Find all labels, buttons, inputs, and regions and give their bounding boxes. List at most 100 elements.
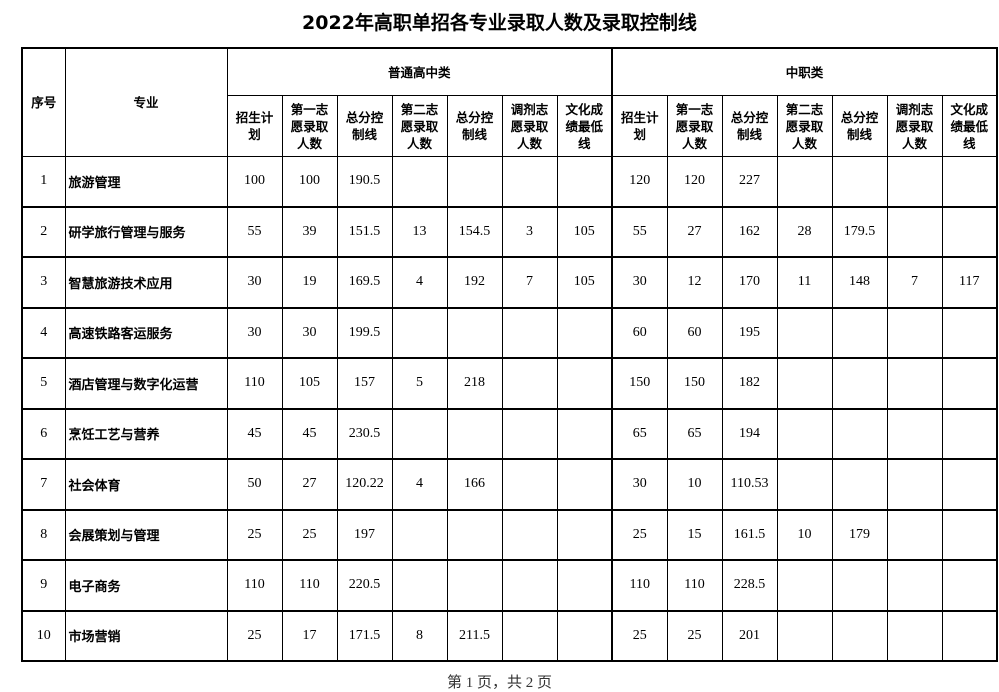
cell-major: 酒店管理与数字化运营: [64, 357, 228, 409]
cell-general-total-line-2: [446, 408, 503, 460]
cell-general-first-choice: 17: [281, 610, 338, 662]
cell-vocational-first-choice: 12: [666, 256, 723, 308]
table-row: 10 市场营销 25 17 171.5 8 211.5 25 25 201: [21, 610, 998, 662]
cell-seq: 8: [21, 509, 66, 561]
cell-general-total-line-1: 199.5: [336, 307, 393, 359]
cell-vocational-culture-min: [941, 610, 998, 662]
cell-vocational-first-choice: 10: [666, 458, 723, 510]
cell-general-adjusted: [501, 458, 558, 510]
cell-vocational-total-line-2: 179: [831, 509, 888, 561]
cell-major: 智慧旅游技术应用: [64, 256, 228, 308]
cell-general-adjusted: 7: [501, 256, 558, 308]
cell-vocational-plan: 60: [611, 307, 668, 359]
cell-vocational-total-line-2: [831, 610, 888, 662]
header-total-line-1: 总分控制线: [336, 95, 393, 157]
header-total-line-2: 总分控制线: [446, 95, 503, 157]
cell-vocational-culture-min: [941, 509, 998, 561]
cell-general-plan: 110: [226, 559, 283, 611]
cell-vocational-total-line-1: 162: [721, 206, 778, 258]
table-row: 3 智慧旅游技术应用 30 19 169.5 4 192 7 105 30 12 170 11 148 7 1…: [21, 256, 998, 308]
cell-seq: 4: [21, 307, 66, 359]
header-adjusted: 调剂志愿录取人数: [501, 95, 558, 157]
admission-table: 序号 专业 普通高中类 中职类 招生计划 第一志愿录取人数 总分控制线 第二志愿录取人…: [21, 47, 999, 662]
cell-vocational-plan: 25: [611, 610, 668, 662]
cell-vocational-total-line-1: 110.53: [721, 458, 778, 510]
header-seq: 序号: [21, 47, 66, 157]
cell-seq: 5: [21, 357, 66, 409]
cell-vocational-total-line-1: 227: [721, 156, 778, 207]
cell-general-total-line-2: [446, 156, 503, 207]
cell-vocational-second-choice: 11: [776, 256, 833, 308]
cell-vocational-first-choice: 15: [666, 509, 723, 561]
page-title: 2022年高职单招各专业录取人数及录取控制线: [302, 12, 697, 34]
cell-major: 电子商务: [64, 559, 228, 611]
cell-general-adjusted: [501, 610, 558, 662]
table-row: 4 高速铁路客运服务 30 30 199.5 60 60 195: [21, 307, 998, 359]
cell-vocational-culture-min: [941, 156, 998, 207]
cell-general-culture-min: [556, 509, 613, 561]
cell-vocational-total-line-2: [831, 156, 888, 207]
cell-vocational-culture-min: [941, 357, 998, 409]
cell-vocational-second-choice: [776, 610, 833, 662]
cell-vocational-second-choice: [776, 408, 833, 460]
cell-vocational-second-choice: [776, 156, 833, 207]
cell-general-culture-min: [556, 610, 613, 662]
header-first-choice: 第一志愿录取人数: [281, 95, 338, 157]
cell-vocational-plan: 55: [611, 206, 668, 258]
cell-general-first-choice: 105: [281, 357, 338, 409]
table-row: 2 研学旅行管理与服务 55 39 151.5 13 154.5 3 105 55 27 162 28 1…: [21, 206, 998, 258]
cell-vocational-plan: 25: [611, 509, 668, 561]
cell-general-plan: 30: [226, 307, 283, 359]
cell-major: 市场营销: [64, 610, 228, 662]
cell-seq: 7: [21, 458, 66, 510]
cell-seq: 6: [21, 408, 66, 460]
cell-general-total-line-1: 197: [336, 509, 393, 561]
cell-vocational-first-choice: 65: [666, 408, 723, 460]
cell-general-second-choice: 4: [391, 256, 448, 308]
cell-general-plan: 100: [226, 156, 283, 207]
cell-vocational-second-choice: 28: [776, 206, 833, 258]
cell-vocational-culture-min: [941, 458, 998, 510]
cell-general-adjusted: [501, 357, 558, 409]
cell-vocational-total-line-1: 194: [721, 408, 778, 460]
cell-general-culture-min: [556, 559, 613, 611]
cell-general-total-line-2: 211.5: [446, 610, 503, 662]
cell-general-total-line-1: 151.5: [336, 206, 393, 258]
cell-vocational-total-line-2: [831, 559, 888, 611]
cell-vocational-culture-min: [941, 559, 998, 611]
cell-vocational-plan: 30: [611, 256, 668, 308]
cell-vocational-first-choice: 60: [666, 307, 723, 359]
table-row: 9 电子商务 110 110 220.5 110 110 228.5: [21, 559, 998, 611]
cell-vocational-total-line-2: [831, 307, 888, 359]
cell-major: 旅游管理: [64, 156, 228, 207]
cell-vocational-adjusted: [886, 156, 943, 207]
cell-general-total-line-2: [446, 509, 503, 561]
cell-general-first-choice: 39: [281, 206, 338, 258]
cell-vocational-total-line-1: 182: [721, 357, 778, 409]
header-culture-min: 文化成绩最低线: [556, 95, 613, 157]
page-number: 第 1 页，共 2 页: [446, 675, 552, 691]
cell-general-total-line-1: 171.5: [336, 610, 393, 662]
cell-general-plan: 110: [226, 357, 283, 409]
cell-general-first-choice: 100: [281, 156, 338, 207]
cell-general-adjusted: [501, 408, 558, 460]
cell-vocational-total-line-1: 161.5: [721, 509, 778, 561]
cell-vocational-total-line-1: 195: [721, 307, 778, 359]
cell-vocational-second-choice: 10: [776, 509, 833, 561]
cell-vocational-first-choice: 27: [666, 206, 723, 258]
header-group-general: 普通高中类: [226, 47, 613, 96]
cell-major: 研学旅行管理与服务: [64, 206, 228, 258]
cell-general-first-choice: 25: [281, 509, 338, 561]
cell-general-first-choice: 19: [281, 256, 338, 308]
header-plan: 招生计划: [611, 95, 668, 157]
cell-vocational-first-choice: 150: [666, 357, 723, 409]
cell-general-plan: 25: [226, 610, 283, 662]
cell-general-second-choice: [391, 307, 448, 359]
cell-vocational-adjusted: [886, 610, 943, 662]
cell-vocational-plan: 120: [611, 156, 668, 207]
cell-vocational-total-line-2: [831, 458, 888, 510]
header-culture-min: 文化成绩最低线: [941, 95, 998, 157]
cell-general-total-line-1: 190.5: [336, 156, 393, 207]
cell-vocational-second-choice: [776, 559, 833, 611]
cell-vocational-total-line-1: 170: [721, 256, 778, 308]
